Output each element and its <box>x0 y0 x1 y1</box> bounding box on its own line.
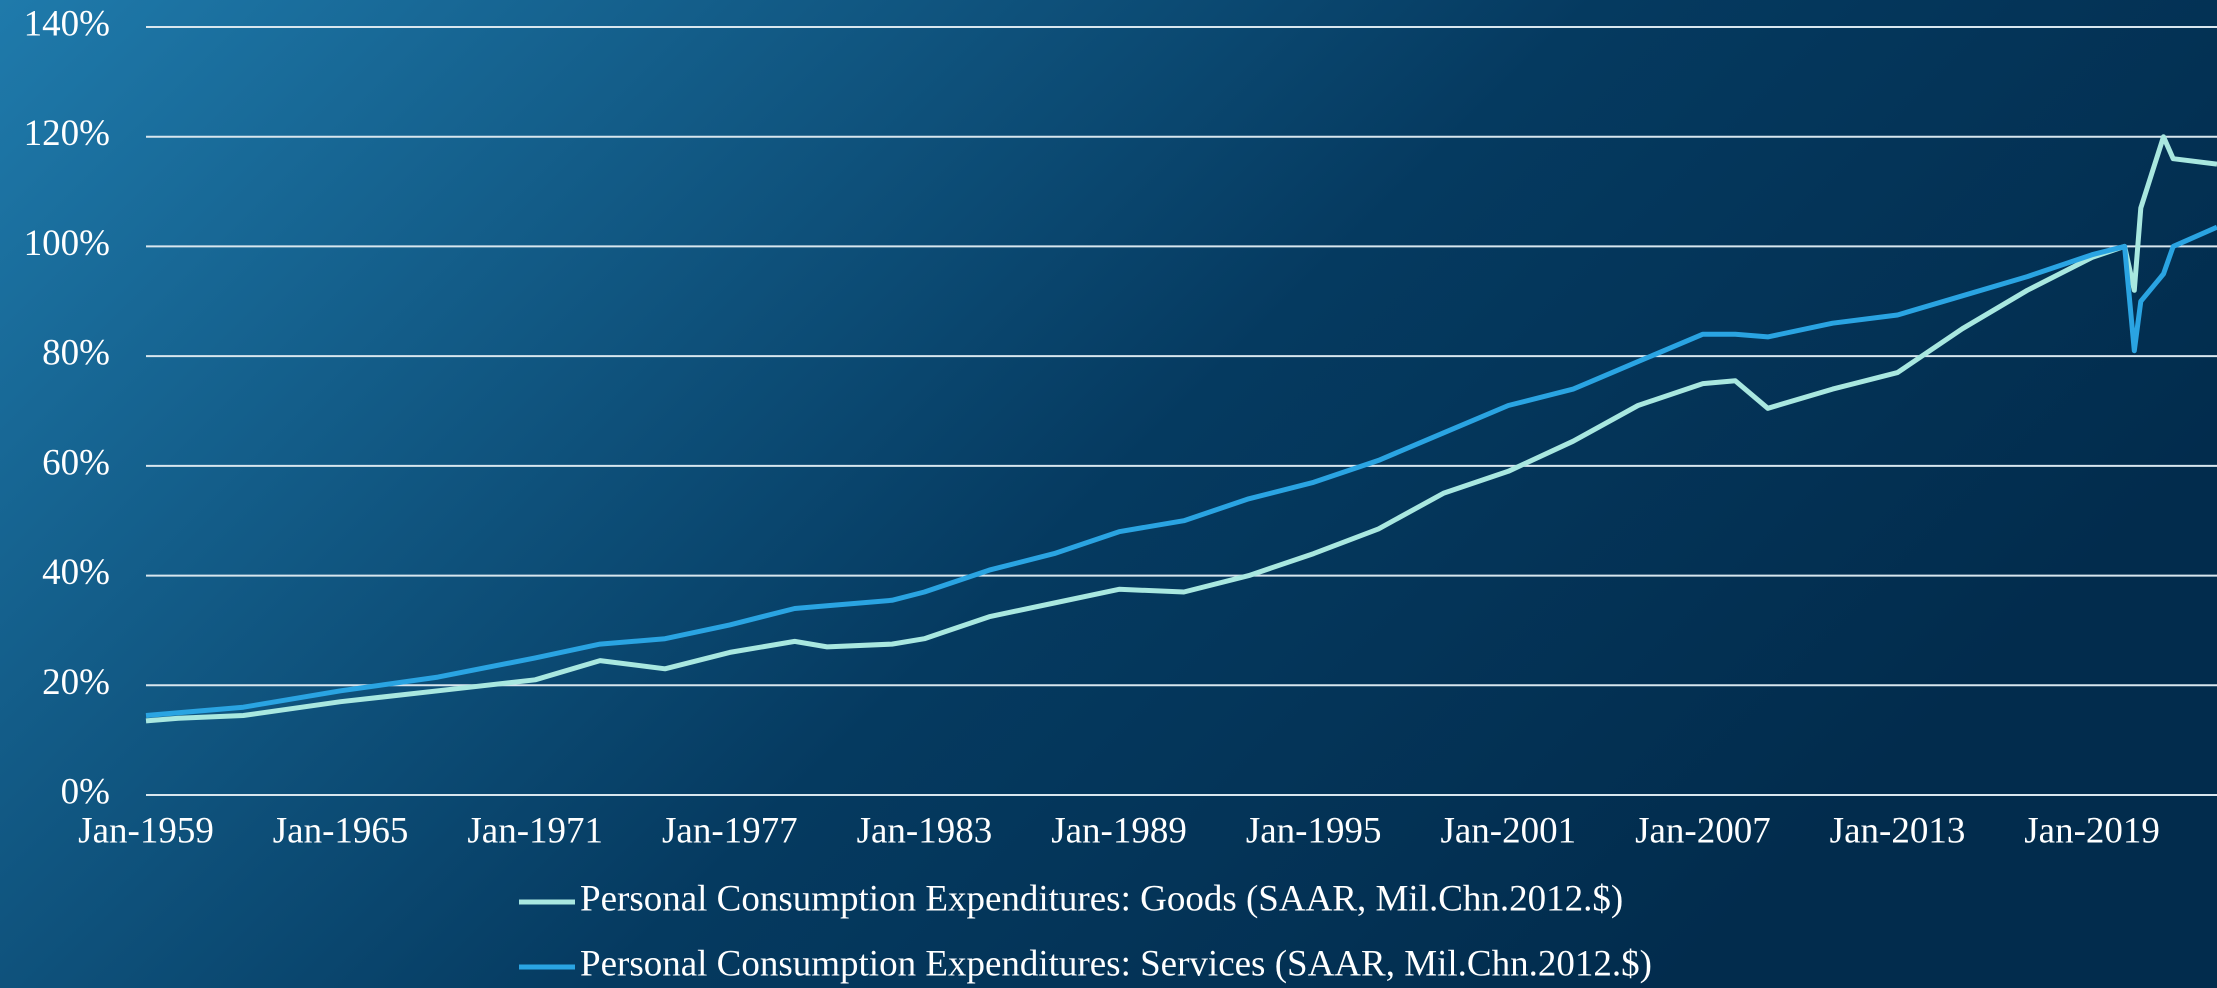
y-tick-label: 20% <box>42 662 110 703</box>
x-tick-label: Jan-1971 <box>467 810 603 851</box>
legend-label: Personal Consumption Expenditures: Servi… <box>580 943 1652 984</box>
y-tick-label: 140% <box>24 3 110 44</box>
x-tick-label: Jan-1995 <box>1246 810 1382 851</box>
x-tick-label: Jan-1983 <box>857 810 993 851</box>
legend-label: Personal Consumption Expenditures: Goods… <box>580 878 1623 919</box>
y-tick-label: 0% <box>61 771 110 812</box>
y-tick-label: 60% <box>42 442 110 483</box>
x-tick-label: Jan-2019 <box>2024 810 2160 851</box>
x-tick-label: Jan-1989 <box>1051 810 1187 851</box>
x-tick-label: Jan-2001 <box>1440 810 1576 851</box>
series-line <box>145 224 2217 718</box>
x-tick-label: Jan-2013 <box>1830 810 1966 851</box>
x-tick-label: Jan-1977 <box>662 810 798 851</box>
y-tick-label: 100% <box>24 223 110 264</box>
y-tick-label: 80% <box>42 333 110 374</box>
y-tick-label: 40% <box>42 552 110 593</box>
x-tick-label: Jan-1965 <box>273 810 409 851</box>
x-tick-label: Jan-2007 <box>1635 810 1771 851</box>
series-line <box>145 134 2217 724</box>
y-tick-label: 120% <box>24 113 110 154</box>
x-tick-label: Jan-1959 <box>78 810 214 851</box>
